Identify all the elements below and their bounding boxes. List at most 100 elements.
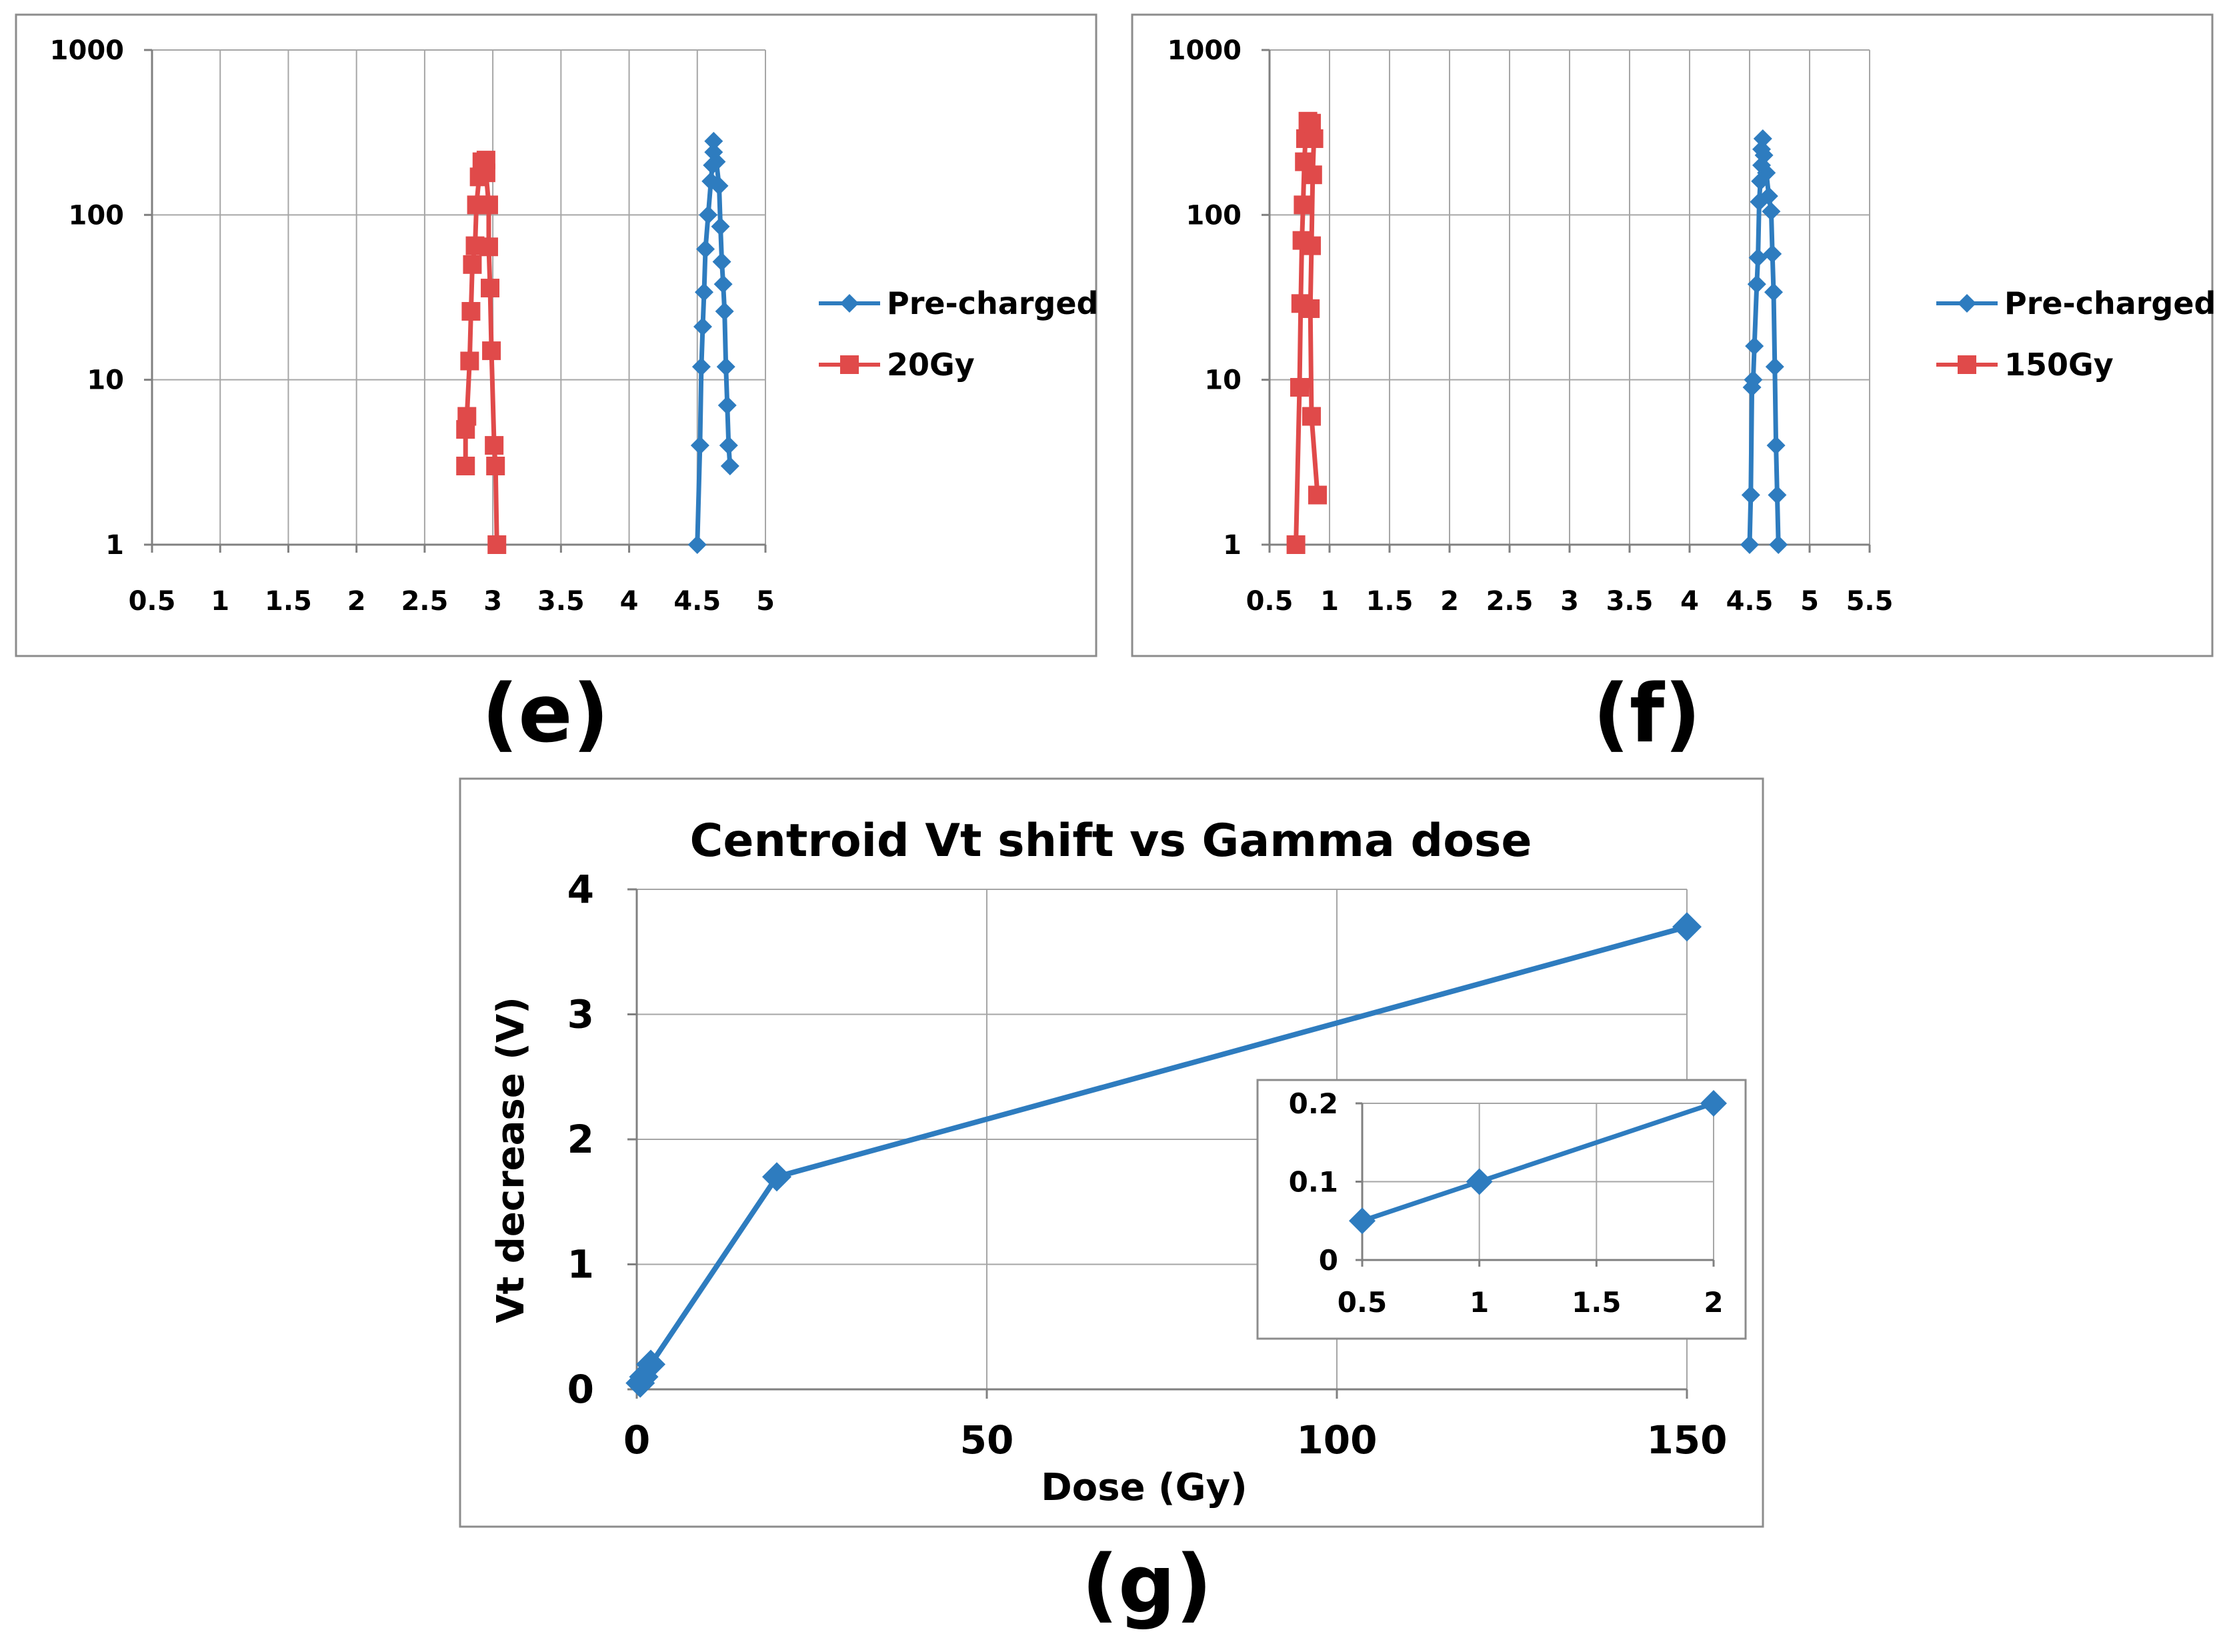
data-point — [1748, 248, 1768, 267]
data-point — [1763, 244, 1782, 263]
data-point — [1744, 370, 1763, 389]
data-point — [1294, 195, 1313, 215]
legend-entry-label: 150Gy — [2004, 347, 2114, 383]
data-point — [1466, 1168, 1493, 1195]
legend-entry-label: Pre-charged — [2004, 285, 2216, 321]
x-tick-label: 2.5 — [401, 586, 448, 617]
data-point — [1286, 535, 1306, 554]
y-tick-label: 0 — [567, 1367, 594, 1412]
data-point — [699, 205, 718, 225]
legend-entry-label: 20Gy — [887, 347, 975, 383]
data-point — [465, 236, 485, 255]
y-tick-label: 1000 — [50, 35, 124, 66]
y-tick-label: 10 — [87, 365, 124, 396]
x-tick-label: 4 — [1680, 586, 1699, 617]
data-point — [704, 131, 723, 151]
data-point — [1754, 145, 1774, 165]
legend-swatch-marker — [840, 355, 859, 374]
data-point — [762, 1162, 791, 1192]
y-tick-label: 4 — [567, 867, 594, 912]
x-tick-label: 100 — [1296, 1417, 1377, 1463]
x-tick-label: 0.5 — [129, 586, 176, 617]
data-point — [717, 395, 737, 415]
x-tick-label: 0.5 — [1246, 586, 1294, 617]
chart-g-y-axis-label: Vt decrease (V) — [489, 997, 533, 1323]
x-tick-label: 1 — [1470, 1286, 1489, 1319]
chart-g-series — [625, 912, 1702, 1398]
data-point — [485, 436, 504, 455]
data-point — [463, 255, 482, 274]
data-point — [709, 176, 729, 195]
data-point — [1302, 407, 1321, 426]
data-point — [482, 341, 501, 361]
y-tick-label: 1 — [105, 530, 124, 561]
x-tick-label: 2 — [347, 586, 366, 617]
data-point — [690, 436, 709, 455]
x-tick-label: 3.5 — [1606, 586, 1654, 617]
y-tick-label: 2 — [567, 1117, 594, 1162]
x-tick-label: 5 — [756, 586, 775, 617]
x-tick-label: 1 — [1320, 586, 1339, 617]
inset-frame — [1256, 1079, 1747, 1340]
data-point — [711, 217, 730, 236]
x-tick-label: 0 — [623, 1417, 650, 1463]
y-tick-label: 0 — [1319, 1244, 1338, 1277]
x-tick-label: 1.5 — [1572, 1286, 1621, 1319]
data-point — [693, 317, 712, 336]
data-point — [461, 302, 481, 321]
x-tick-label: 5 — [1800, 586, 1819, 617]
chart-g-x-axis-label: Dose (Gy) — [1041, 1466, 1247, 1509]
y-tick-label: 100 — [69, 200, 125, 231]
data-point — [1757, 163, 1776, 183]
chart-e-axes — [144, 49, 767, 553]
chart-f-y-ticks: 1 10 100 1000 — [1168, 35, 1242, 561]
data-point — [460, 351, 479, 371]
x-tick-label: 4.5 — [673, 586, 721, 617]
chart-panel-g: Centroid Vt shift vs Gamma dose 0 50 100 15… — [459, 777, 1764, 1528]
data-point — [1700, 1090, 1727, 1117]
chart-f-legend: Pre-charged 150Gy — [1936, 285, 2216, 383]
x-tick-label: 5.5 — [1846, 586, 1894, 617]
x-tick-label: 1.5 — [1366, 586, 1414, 617]
chart-e-series — [456, 131, 739, 554]
data-point — [1740, 535, 1759, 554]
data-point — [716, 357, 735, 377]
y-tick-label: 3 — [567, 992, 594, 1037]
data-point — [707, 152, 726, 171]
data-point — [1759, 187, 1778, 206]
x-tick-label: 4.5 — [1726, 586, 1774, 617]
data-point — [1741, 485, 1760, 505]
data-point — [481, 279, 500, 298]
data-point — [1301, 299, 1320, 318]
inset-y-ticks: 0 0.1 0.2 — [1289, 1087, 1338, 1277]
data-point — [1308, 485, 1327, 505]
data-point — [1768, 485, 1787, 505]
chart-g-axes — [627, 888, 1688, 1399]
chart-f-series — [1286, 111, 1788, 554]
data-point — [696, 239, 715, 259]
data-point — [1769, 535, 1788, 554]
y-tick-label: 0.1 — [1289, 1166, 1338, 1199]
legend-entry-label: Pre-charged — [887, 285, 1099, 321]
x-tick-label: 1 — [211, 586, 229, 617]
x-tick-label: 50 — [960, 1417, 1014, 1463]
data-point — [469, 167, 489, 187]
x-tick-label: 2 — [1440, 586, 1459, 617]
chart-e-y-ticks: 1 10 100 1000 — [50, 35, 124, 561]
chart-f-grid — [1270, 49, 1870, 545]
data-point — [1349, 1207, 1376, 1235]
y-tick-label: 1 — [1223, 530, 1242, 561]
chart-e-legend: Pre-charged 20Gy — [819, 285, 1099, 383]
data-point — [487, 535, 507, 554]
chart-e-frame — [15, 13, 1097, 657]
inset-x-ticks: 0.5 1 1.5 2 — [1338, 1286, 1724, 1319]
data-point — [467, 195, 486, 215]
x-tick-label: 3 — [1560, 586, 1579, 617]
data-point — [1304, 129, 1324, 148]
legend-swatch-marker — [1958, 355, 1976, 374]
data-point — [456, 420, 475, 439]
x-tick-label: 150 — [1646, 1417, 1727, 1463]
data-point — [720, 456, 739, 475]
